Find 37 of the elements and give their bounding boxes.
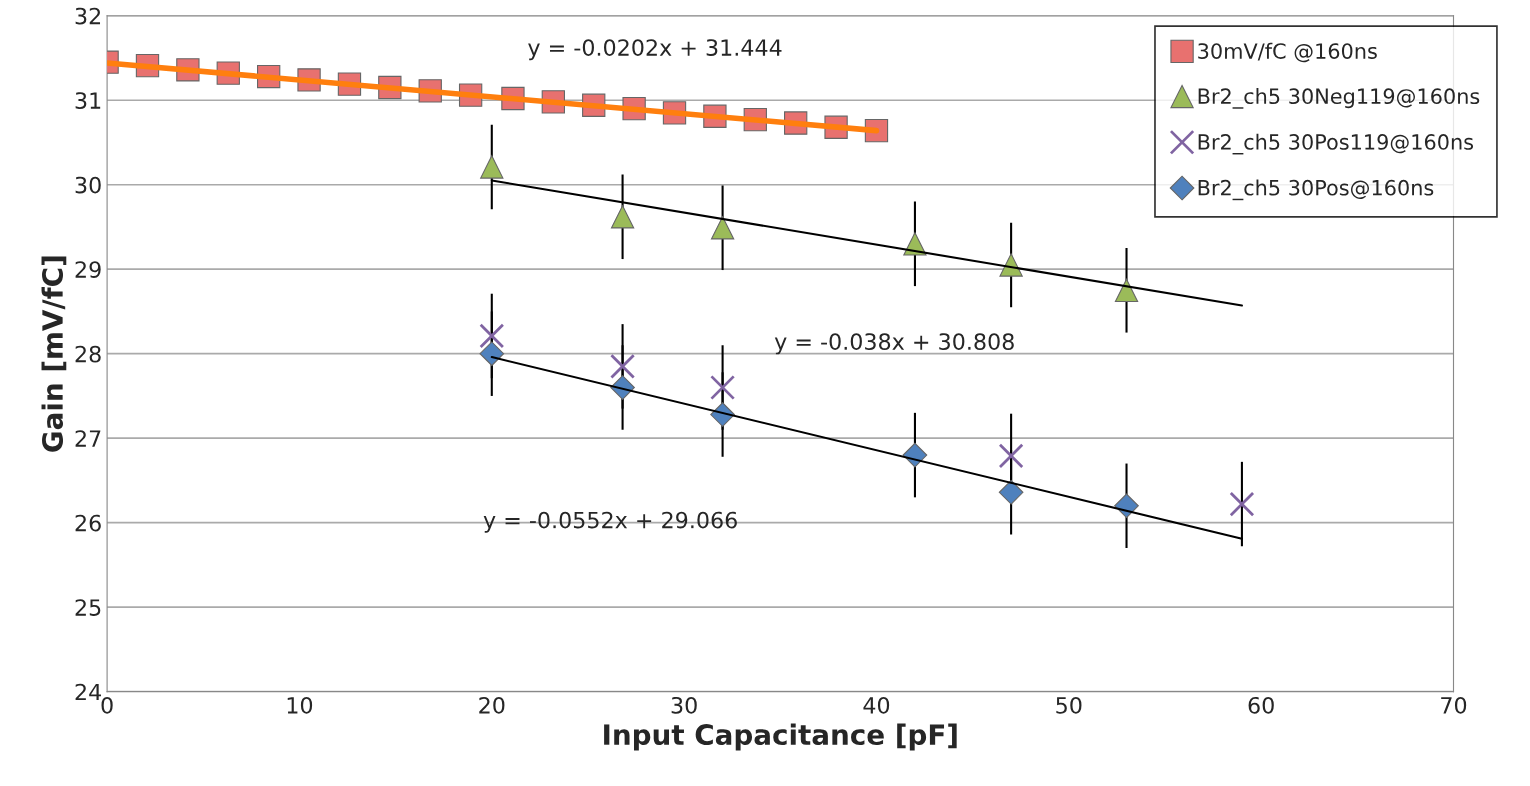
x-tick-label: 40 — [863, 696, 890, 714]
y-tick-label: 31 — [75, 92, 101, 109]
legend-label: Br2_ch5 30Neg119@160ns — [1198, 87, 1480, 109]
point — [998, 443, 1024, 469]
y-tick-label: 28 — [75, 345, 101, 363]
y-tick-label: 24 — [75, 683, 101, 701]
point — [479, 323, 505, 349]
point — [1114, 278, 1139, 302]
annotation: y = -0.038x + 30.808 — [774, 333, 1014, 355]
legend-label: Br2_ch5 30Pos119@160ns — [1198, 133, 1474, 155]
y-tick-label: 26 — [75, 514, 101, 532]
x-tick-label: 70 — [1441, 696, 1467, 714]
y-tick-label: 25 — [75, 599, 101, 616]
point — [610, 353, 636, 379]
point — [710, 216, 735, 240]
x-tick-label: 20 — [479, 696, 505, 714]
point — [998, 479, 1024, 505]
point — [479, 341, 505, 367]
annotation: y = -0.0202x + 31.444 — [528, 39, 782, 61]
x-axis-title: Input Capacitance [pF] — [604, 723, 957, 751]
x-tick-label: 60 — [1248, 696, 1274, 714]
point — [480, 155, 504, 179]
point — [610, 205, 635, 229]
x-tick-label: 0 — [101, 696, 113, 714]
x-tick-label: 10 — [287, 696, 313, 714]
legend-label: 30mV/fC @160ns — [1198, 42, 1377, 63]
point — [710, 375, 736, 400]
y-axis-title: Gain [mV/fC] — [41, 256, 67, 452]
y-tick-label: 29 — [75, 261, 101, 278]
legend-label: Br2_ch5 30Pos@160ns — [1198, 179, 1434, 201]
y-tick-label: 32 — [75, 7, 101, 25]
y-tick-label: 30 — [75, 176, 101, 194]
y-tick-label: 27 — [75, 430, 101, 447]
x-tick-label: 50 — [1056, 696, 1082, 714]
annotation: y = -0.0552x + 29.066 — [483, 511, 737, 533]
x-tick-label: 30 — [671, 696, 697, 714]
point — [1229, 491, 1255, 517]
